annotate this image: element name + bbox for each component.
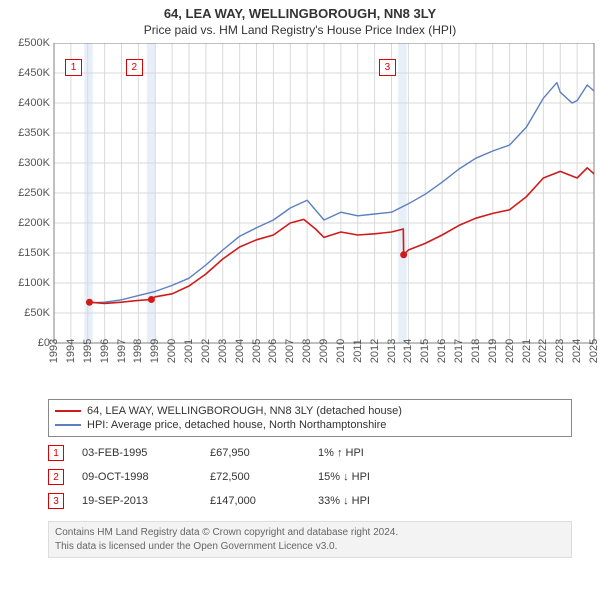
x-tick-label: 2019 [487, 339, 499, 363]
y-tick-label: £50K [10, 307, 50, 319]
footer-licence: Contains HM Land Registry data © Crown c… [48, 521, 572, 558]
y-tick-label: £400K [10, 97, 50, 109]
transaction-table: 1 03-FEB-1995 £67,950 1% ↑ HPI 2 09-OCT-1998 £… [48, 441, 572, 513]
y-tick-label: £450K [10, 67, 50, 79]
footer-line-2: This data is licensed under the Open Gov… [55, 540, 565, 554]
transaction-index: 2 [48, 469, 64, 485]
transaction-row: 2 09-OCT-1998 £72,500 15% ↓ HPI [48, 465, 572, 489]
y-tick-label: £500K [10, 37, 50, 49]
x-tick-label: 1996 [99, 339, 111, 363]
x-tick-label: 2016 [436, 339, 448, 363]
x-tick-label: 1993 [48, 339, 60, 363]
sale-marker: 3 [379, 59, 396, 76]
transaction-hpi-delta: 15% ↓ HPI [318, 471, 438, 483]
legend-swatch [55, 410, 81, 412]
x-tick-label: 2011 [352, 339, 364, 363]
y-tick-label: £300K [10, 157, 50, 169]
legend-row: HPI: Average price, detached house, Nort… [55, 418, 565, 432]
transaction-date: 03-FEB-1995 [82, 447, 192, 459]
x-tick-label: 2002 [200, 339, 212, 363]
sale-marker: 2 [126, 59, 143, 76]
footer-line-1: Contains HM Land Registry data © Crown c… [55, 526, 565, 540]
legend-label: HPI: Average price, detached house, Nort… [87, 419, 386, 431]
y-tick-label: £250K [10, 187, 50, 199]
x-tick-label: 2022 [537, 339, 549, 363]
y-tick-label: £100K [10, 277, 50, 289]
transaction-index: 3 [48, 493, 64, 509]
x-tick-label: 2003 [217, 339, 229, 363]
legend: 64, LEA WAY, WELLINGBOROUGH, NN8 3LY (de… [48, 399, 572, 437]
x-tick-label: 2023 [554, 339, 566, 363]
transaction-row: 1 03-FEB-1995 £67,950 1% ↑ HPI [48, 441, 572, 465]
transaction-row: 3 19-SEP-2013 £147,000 33% ↓ HPI [48, 489, 572, 513]
y-tick-label: £350K [10, 127, 50, 139]
x-tick-label: 2010 [335, 339, 347, 363]
x-tick-label: 2017 [453, 339, 465, 363]
legend-row: 64, LEA WAY, WELLINGBOROUGH, NN8 3LY (de… [55, 404, 565, 418]
x-tick-label: 1994 [65, 339, 77, 363]
transaction-date: 19-SEP-2013 [82, 495, 192, 507]
x-tick-label: 2007 [284, 339, 296, 363]
x-tick-label: 2012 [369, 339, 381, 363]
chart-title: 64, LEA WAY, WELLINGBOROUGH, NN8 3LY [0, 0, 600, 21]
transaction-price: £72,500 [210, 471, 300, 483]
price-chart: £0 £50K £100K £150K £200K £250K £300K £350K £400… [6, 43, 594, 393]
x-tick-label: 2018 [470, 339, 482, 363]
x-tick-label: 2015 [419, 339, 431, 363]
chart-subtitle: Price paid vs. HM Land Registry's House … [0, 21, 600, 43]
x-tick-label: 2009 [318, 339, 330, 363]
transaction-hpi-delta: 1% ↑ HPI [318, 447, 438, 459]
y-tick-label: £0 [10, 337, 50, 349]
transaction-price: £67,950 [210, 447, 300, 459]
chart-svg [6, 43, 600, 345]
x-tick-label: 2001 [183, 339, 195, 363]
legend-swatch [55, 424, 81, 426]
x-tick-label: 1998 [132, 339, 144, 363]
y-tick-label: £200K [10, 217, 50, 229]
transaction-hpi-delta: 33% ↓ HPI [318, 495, 438, 507]
x-tick-label: 2000 [166, 339, 178, 363]
legend-label: 64, LEA WAY, WELLINGBOROUGH, NN8 3LY (de… [87, 405, 402, 417]
y-tick-label: £150K [10, 247, 50, 259]
x-tick-label: 1995 [82, 339, 94, 363]
x-tick-label: 2021 [521, 339, 533, 363]
x-tick-label: 2014 [402, 339, 414, 363]
x-tick-label: 2005 [251, 339, 263, 363]
x-tick-label: 2006 [267, 339, 279, 363]
transaction-date: 09-OCT-1998 [82, 471, 192, 483]
x-tick-label: 2020 [504, 339, 516, 363]
x-tick-label: 2025 [588, 339, 600, 363]
x-tick-label: 2013 [386, 339, 398, 363]
sale-marker: 1 [65, 59, 82, 76]
x-tick-label: 2024 [571, 339, 583, 363]
transaction-price: £147,000 [210, 495, 300, 507]
x-tick-label: 2008 [301, 339, 313, 363]
x-tick-label: 1999 [149, 339, 161, 363]
transaction-index: 1 [48, 445, 64, 461]
x-tick-label: 1997 [116, 339, 128, 363]
x-tick-label: 2004 [234, 339, 246, 363]
